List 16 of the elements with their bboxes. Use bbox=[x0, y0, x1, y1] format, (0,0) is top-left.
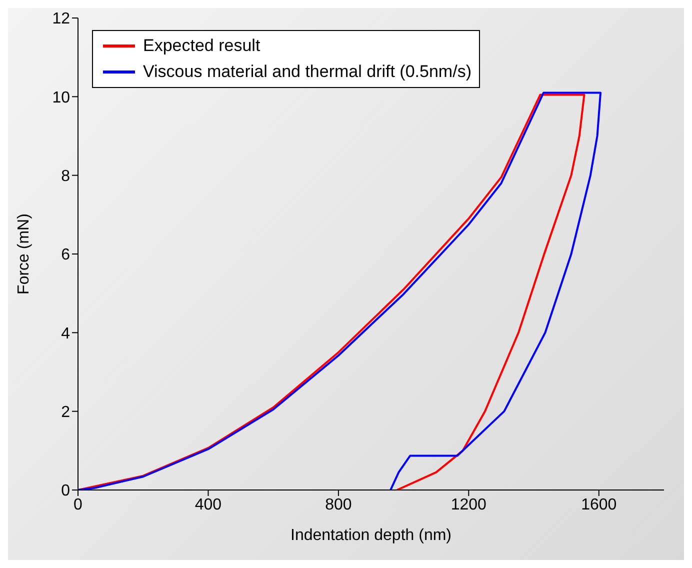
y-axis-title: Force (mN) bbox=[16, 214, 33, 294]
y-tick-label: 12 bbox=[52, 10, 70, 28]
x-axis-title: Indentation depth (nm) bbox=[290, 527, 452, 544]
y-tick-label: 10 bbox=[52, 89, 70, 106]
legend-label: Viscous material and thermal drift (0.5nm/s) bbox=[143, 61, 472, 83]
y-tick-label: 4 bbox=[61, 325, 70, 342]
x-tick-label: 400 bbox=[194, 496, 222, 514]
x-tick-label: 1600 bbox=[581, 496, 617, 514]
y-tick-label: 6 bbox=[61, 246, 70, 264]
x-tick-label: 800 bbox=[325, 496, 352, 514]
x-tick-label: 1200 bbox=[450, 496, 487, 514]
y-tick-label: 2 bbox=[61, 404, 70, 422]
y-tick-label: 0 bbox=[61, 482, 70, 500]
y-tick-label: 8 bbox=[61, 168, 70, 186]
legend-label: Expected result bbox=[143, 35, 260, 57]
x-tick-label: 0 bbox=[74, 496, 83, 514]
